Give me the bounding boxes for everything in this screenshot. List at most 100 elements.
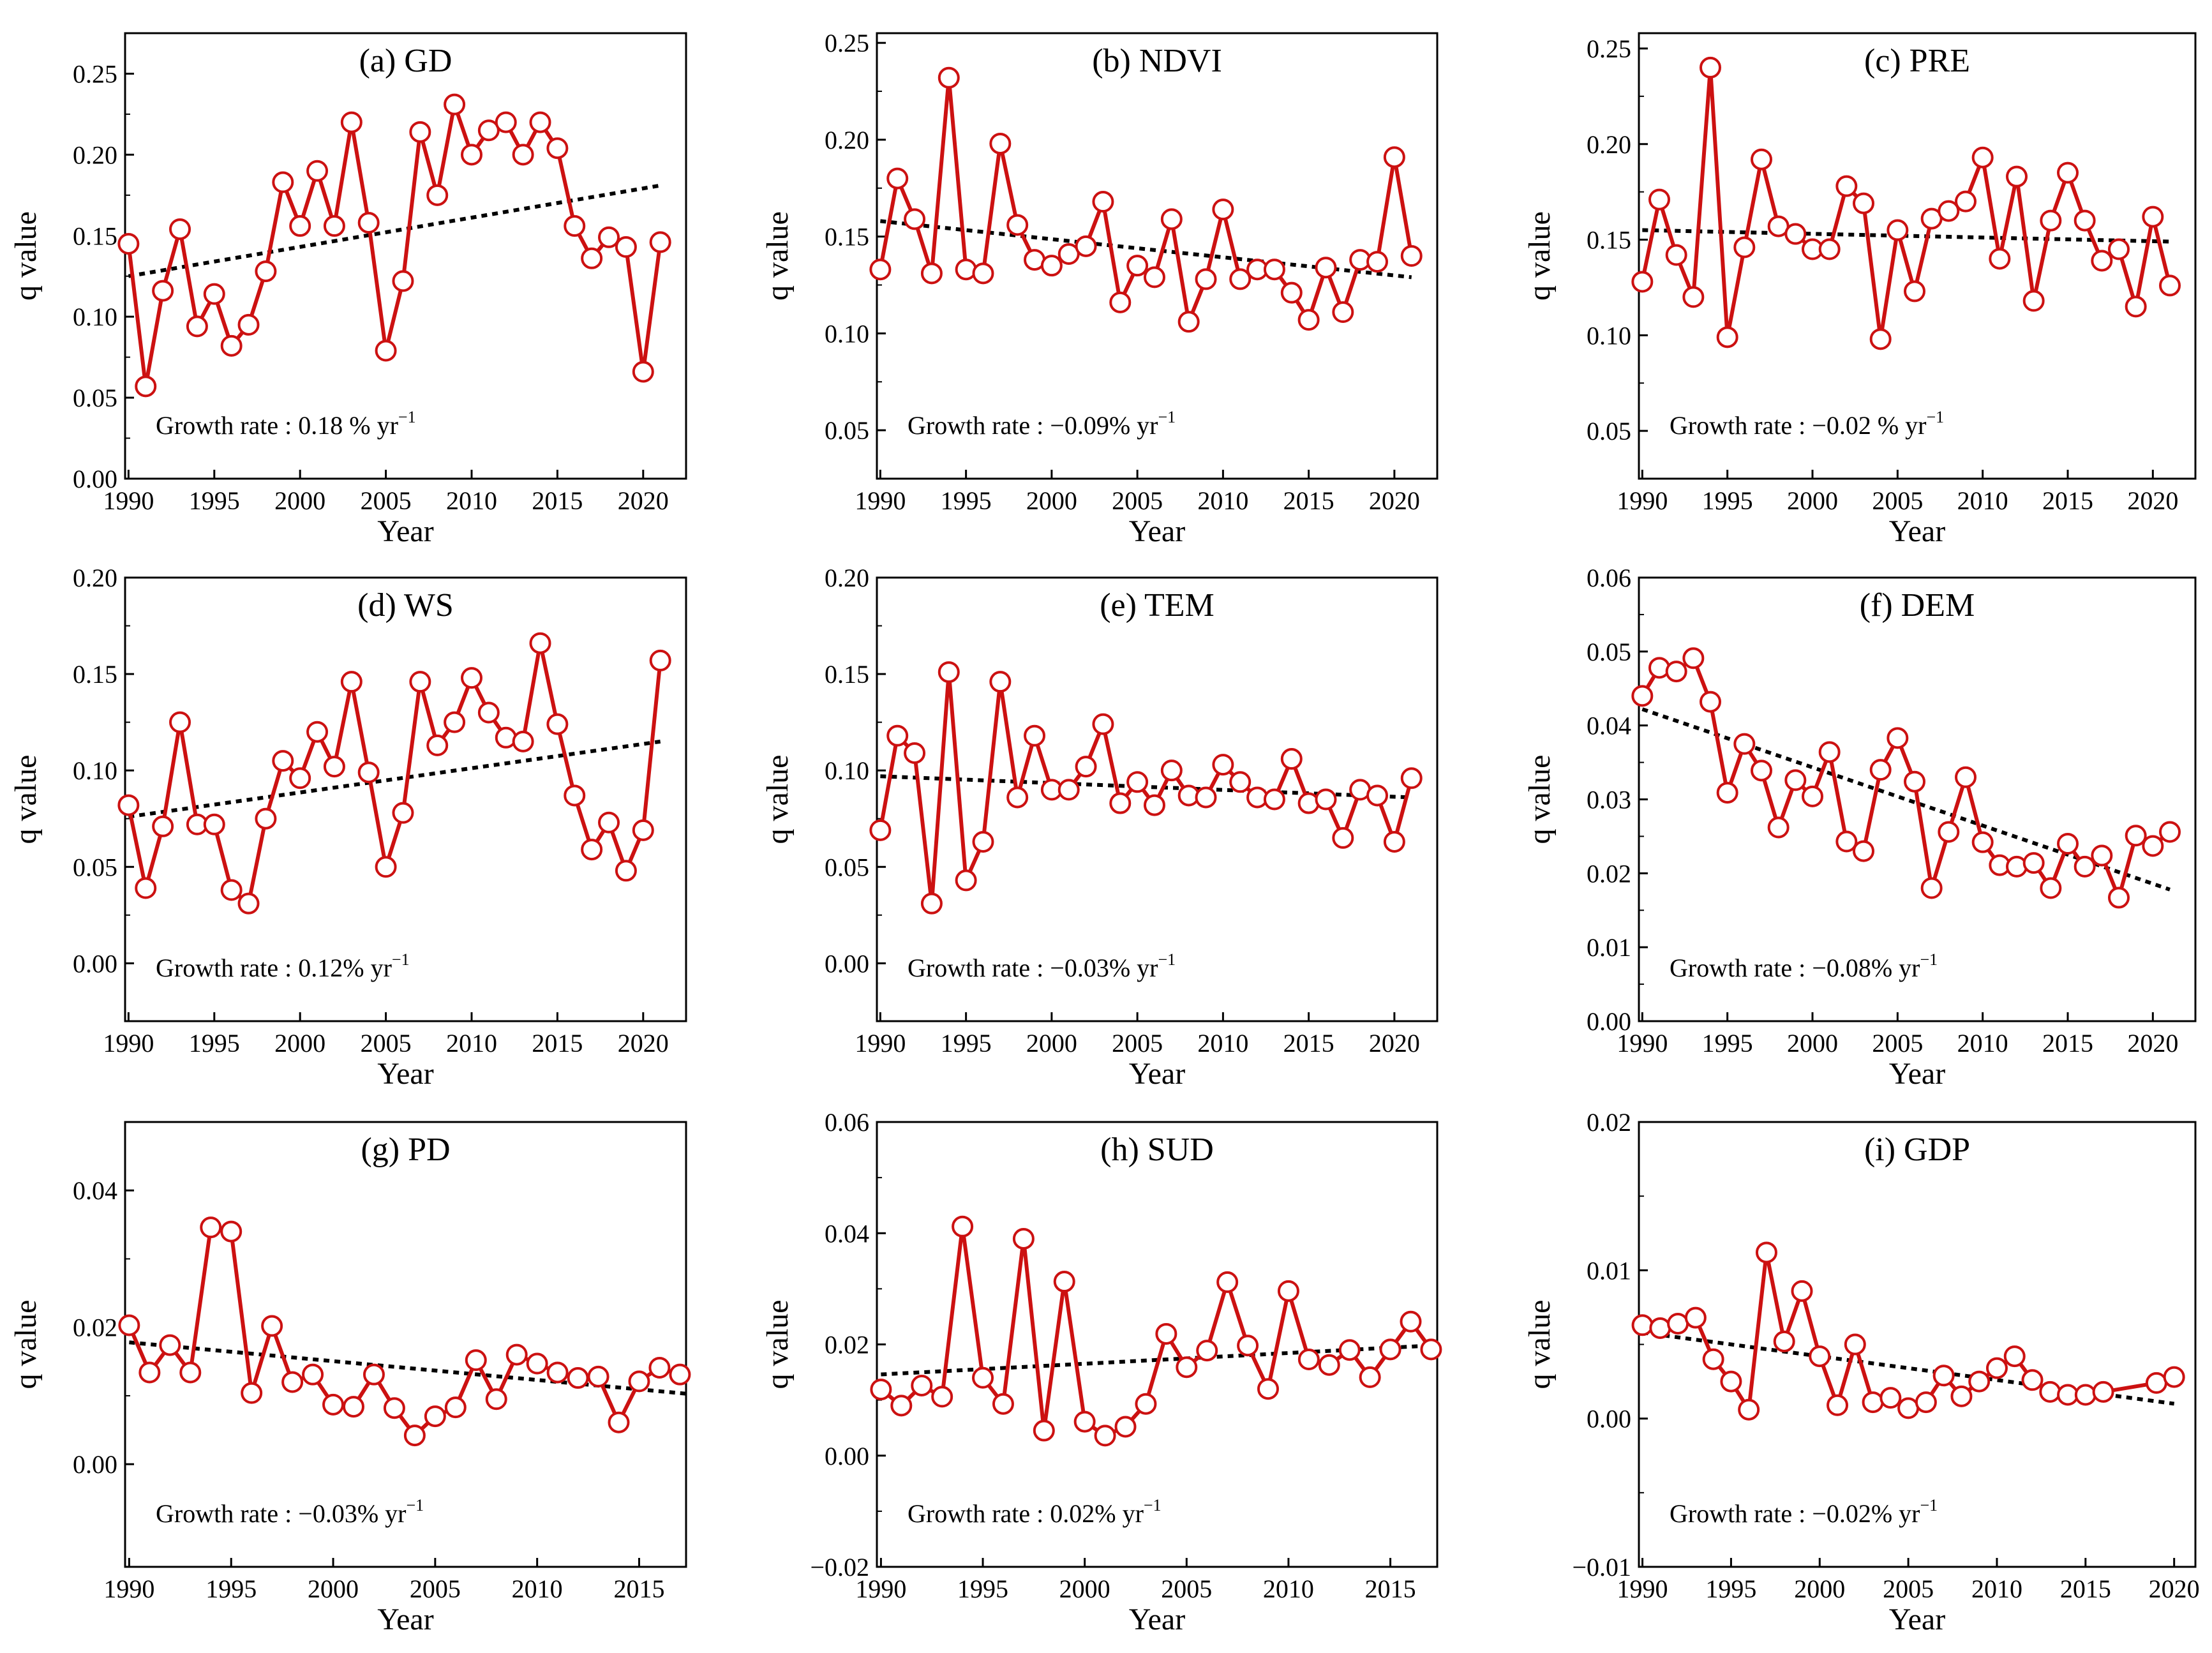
data-point [409,671,431,693]
data-point [1366,784,1389,807]
trend-line [128,183,661,278]
growth-rate-annotation: Growth rate : 0.18 % yr−1 [156,408,416,440]
data-point [1383,830,1405,853]
data-point [1751,148,1772,170]
chart-panel-8: −0.02 0.00 0.02 0.04 0.06 1990 1995 2000 2005 201… [761,1108,1442,1636]
data-point [1720,1370,1742,1393]
data-point [972,1366,994,1389]
x-tick-label: 2015 [532,1029,583,1058]
y-tick-label: 0.02 [1587,859,1631,888]
data-point [323,215,345,237]
y-tick-label: 0.20 [1587,130,1631,159]
x-tick-label: 2010 [1197,1029,1248,1058]
x-tick-label: 2020 [1369,1029,1420,1058]
x-tick-label: 2010 [1971,1574,2022,1603]
data-point [2057,161,2079,184]
data-point [1682,647,1705,669]
data-point [628,1370,650,1393]
x-axis-label: Year [1889,514,1945,548]
data-point [306,160,329,182]
data-point [2040,877,2062,899]
data-point [444,1396,467,1419]
data-point [392,270,414,292]
y-tick-label: 0.10 [73,756,117,785]
y-tick-label: 0.04 [73,1176,117,1205]
series-line [879,1224,1433,1438]
series-line [878,75,1414,324]
data-point [529,111,551,133]
data-point [1784,223,1807,245]
data-point [581,839,603,861]
x-tick-label: 2000 [1787,1029,1838,1058]
chart-title: (a) GD [359,43,452,79]
data-point [409,121,431,143]
data-point [302,1363,324,1386]
data-point [1033,1419,1055,1442]
data-point [1971,146,1994,168]
data-point [1682,286,1705,308]
data-point [1932,1365,1955,1387]
data-point [1755,1241,1777,1264]
growth-rate-text: Growth rate : −0.02 % yr [1670,411,1926,440]
data-point [886,167,909,190]
data-point [1280,281,1303,304]
data-point [1297,309,1320,331]
x-tick-label: 2020 [2127,486,2178,515]
y-tick-label: 0.20 [73,564,117,592]
y-tick-label: 0.02 [1587,1108,1631,1137]
y-axis-label: q value [9,755,43,844]
data-point [1818,238,1841,260]
data-point [1094,1425,1116,1447]
data-point [512,144,534,166]
data-point [1791,1280,1813,1302]
chart-title: (e) TEM [1100,587,1214,624]
data-point [2108,886,2130,909]
data-point [272,750,294,772]
data-point [1315,257,1337,279]
y-tick-label: 0.15 [825,223,869,251]
data-point [669,1363,691,1386]
data-point [1263,258,1285,281]
data-point [1700,56,1721,79]
data-point [1006,214,1029,236]
data-point [649,649,671,671]
data-point [567,1367,589,1389]
data-point [870,1379,892,1401]
data-point [1126,255,1149,277]
data-point [152,280,174,302]
y-tick-label: 0.06 [825,1108,869,1137]
data-point [424,1405,446,1428]
x-axis-label: Year [1889,1057,1945,1091]
data-point [1985,1357,2008,1379]
data-point [159,1334,181,1356]
data-point [179,1361,202,1384]
x-tick-label: 1995 [1702,1029,1753,1058]
data-point [546,1361,569,1384]
data-point [1332,826,1354,849]
chart-title: (h) SUD [1100,1132,1214,1168]
data-point [1665,244,1687,266]
data-point [1024,724,1046,747]
data-point [1631,271,1654,293]
data-point [1869,328,1892,350]
chart-title: (i) GDP [1864,1132,1970,1168]
x-tick-label: 1995 [941,486,992,515]
data-point [1280,748,1303,770]
data-point [1887,727,1909,749]
y-tick-label: 0.01 [1587,1256,1631,1285]
data-point [289,767,311,789]
data-point [1700,691,1721,713]
x-tick-label: 1990 [1617,486,1668,515]
data-point [1738,1398,1760,1421]
data-point [375,856,397,878]
chart-panel-4: 0.00 0.05 0.10 0.15 0.20 1990 1995 2000 2005 2010… [9,564,687,1091]
data-point [989,671,1012,693]
data-point [1195,786,1217,809]
data-point [598,226,620,248]
data-point [1177,311,1200,333]
data-point [1176,1356,1198,1379]
data-point [2125,295,2147,318]
data-point [261,1315,283,1337]
data-point [1835,175,1858,197]
plot-frame [1638,32,2197,480]
